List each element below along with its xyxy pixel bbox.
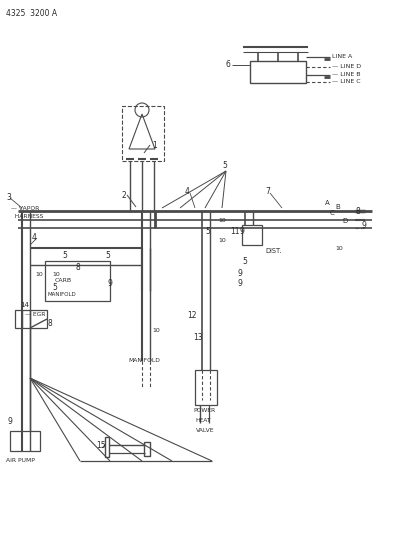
Bar: [105, 437, 109, 457]
Text: 4: 4: [185, 187, 190, 196]
Bar: [15, 310, 47, 328]
Text: 10: 10: [152, 328, 160, 334]
Text: 9: 9: [240, 227, 245, 236]
Bar: [10, 431, 40, 451]
Text: 10: 10: [218, 238, 226, 244]
Bar: [242, 225, 262, 245]
Bar: [122, 106, 164, 161]
Text: 14: 14: [20, 302, 29, 308]
Text: C: C: [330, 210, 335, 216]
Text: 5: 5: [105, 251, 110, 260]
Text: HEAT: HEAT: [195, 418, 211, 424]
Text: MANIFOLD: MANIFOLD: [128, 359, 160, 364]
Text: DIST.: DIST.: [265, 248, 282, 254]
Text: 13: 13: [193, 334, 203, 343]
Text: 8: 8: [75, 263, 80, 272]
Text: — LINE B: — LINE B: [332, 72, 361, 77]
Text: — VAPOR: — VAPOR: [11, 206, 40, 211]
Text: 6: 6: [226, 61, 231, 69]
Text: 9: 9: [362, 221, 367, 230]
Text: 5: 5: [205, 227, 210, 236]
Text: A: A: [325, 200, 330, 206]
Text: 5: 5: [242, 256, 247, 265]
Text: 9: 9: [238, 279, 243, 287]
Text: — LINE D: — LINE D: [332, 64, 361, 69]
Text: D: D: [342, 218, 347, 224]
Text: 2: 2: [122, 190, 127, 199]
Text: 10: 10: [35, 272, 43, 278]
Text: — EGR: — EGR: [25, 312, 46, 318]
Bar: [144, 442, 150, 456]
Text: HARNESS: HARNESS: [11, 214, 43, 220]
Text: 10: 10: [335, 246, 343, 251]
Text: 1: 1: [152, 141, 157, 149]
Text: LINE A: LINE A: [332, 54, 352, 60]
Bar: [45, 261, 110, 301]
Text: MANIFOLD: MANIFOLD: [48, 293, 77, 297]
Text: 9: 9: [238, 269, 243, 278]
Text: 4325  3200 A: 4325 3200 A: [6, 9, 57, 18]
Text: CARB: CARB: [55, 279, 72, 284]
Text: 10: 10: [52, 272, 60, 278]
Text: 3: 3: [6, 193, 11, 203]
Text: 9: 9: [8, 416, 13, 425]
Text: 5: 5: [62, 251, 67, 260]
Text: 12: 12: [187, 311, 197, 319]
Text: B: B: [335, 204, 340, 210]
Text: POWER: POWER: [193, 408, 215, 414]
Text: VALVE: VALVE: [196, 429, 215, 433]
Text: 5: 5: [222, 160, 227, 169]
Text: — LINE C: — LINE C: [332, 79, 361, 85]
Text: AIR PUMP: AIR PUMP: [6, 458, 35, 464]
Text: 9: 9: [108, 279, 113, 287]
Text: 15: 15: [96, 440, 106, 449]
Bar: [250, 61, 306, 83]
Text: 7: 7: [265, 187, 270, 196]
Text: 8: 8: [48, 319, 53, 327]
Text: 5: 5: [52, 284, 57, 293]
Text: 4: 4: [32, 233, 37, 243]
Text: 8: 8: [355, 206, 360, 215]
Text: 11: 11: [230, 227, 239, 236]
Text: 10: 10: [218, 219, 226, 223]
Bar: [195, 370, 217, 405]
